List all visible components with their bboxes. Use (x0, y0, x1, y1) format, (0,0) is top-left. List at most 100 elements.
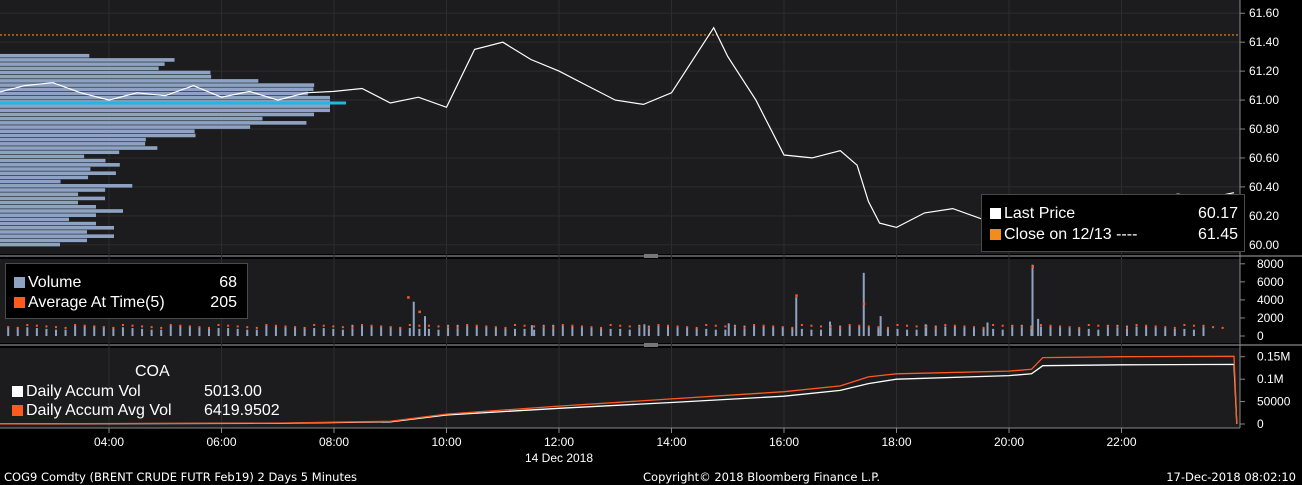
time-tick-label: 20:00 (994, 435, 1024, 449)
volume-bar (695, 328, 698, 336)
average-dot (294, 326, 297, 329)
accum-vol-line[interactable] (0, 363, 1238, 425)
average-dot (265, 323, 268, 326)
average-dot (389, 326, 392, 329)
average-dot (494, 326, 497, 329)
volume-bar (1145, 326, 1148, 336)
divider-grip-1[interactable] (644, 254, 658, 258)
volume-bar (198, 326, 201, 336)
volume-bar (877, 328, 880, 336)
average-dot (418, 310, 421, 314)
volume-bar (1030, 325, 1033, 336)
volume-bar (800, 328, 803, 336)
volume-bar (188, 325, 191, 336)
time-tick-label: 12:00 (544, 435, 574, 449)
volume-profile-bar (0, 188, 106, 192)
average-dot (121, 323, 124, 326)
volume-profile-bar (0, 179, 61, 184)
accum-legend[interactable]: COA Daily Accum Vol 5013.00 Daily Accum … (8, 363, 308, 423)
volume-profile-bar (0, 137, 146, 142)
volume-profile-bar (0, 62, 165, 66)
volume-bar (1126, 325, 1128, 336)
price-tick-label: 61.40 (1249, 35, 1279, 49)
average-dot (628, 325, 631, 328)
average-dot (667, 324, 669, 327)
average-dot (408, 323, 411, 326)
volume-bar (227, 328, 230, 336)
average-dot (772, 325, 775, 328)
volume-bar (399, 327, 402, 336)
volume-profile-bar (0, 142, 146, 146)
volume-profile-bar (0, 91, 308, 96)
volume-bar (447, 324, 450, 336)
average-dot (733, 326, 736, 329)
date-label: 14 Dec 2018 (525, 451, 593, 465)
legend-accum-avg: Daily Accum Avg Vol (12, 402, 172, 420)
volume-bar (351, 324, 354, 336)
time-tick-label: 06:00 (206, 435, 236, 449)
time-tick-label: 08:00 (319, 435, 349, 449)
volume-profile-bar (0, 53, 90, 58)
volume-bar (45, 328, 48, 336)
volume-bar (332, 328, 335, 336)
volume-bar (600, 328, 603, 336)
volume-bar (533, 329, 536, 336)
volume-bar (992, 328, 995, 336)
volume-profile-bar (0, 217, 70, 222)
volume-bar (1078, 328, 1081, 336)
volume-profile-bar (0, 213, 97, 217)
volume-spike-bar (879, 316, 882, 336)
average-dot (514, 323, 516, 326)
average-dot (800, 323, 803, 326)
price-tick-label: 60.20 (1249, 209, 1279, 223)
volume-spike-bar (1031, 264, 1034, 336)
volume-bar (781, 327, 784, 336)
volume-profile-bar (0, 66, 159, 71)
price-legend[interactable]: Last Price 60.17 Close on 12/13 ---- 61.… (981, 194, 1245, 252)
volume-profile-bar (0, 204, 97, 209)
average-dot (198, 326, 201, 329)
volume-bar (26, 327, 29, 336)
average-dot (862, 302, 866, 306)
divider-grip-2[interactable] (644, 343, 658, 347)
volume-spike-bar (924, 324, 927, 336)
volume-profile-bar (0, 154, 85, 159)
volume-legend[interactable]: Volume 68 Average At Time(5) 205 (5, 263, 248, 319)
volume-bar (542, 324, 545, 336)
accum-avg-line[interactable] (0, 355, 1238, 425)
volume-bar (504, 328, 507, 336)
average-dot (600, 326, 603, 329)
volume-bar (341, 329, 344, 336)
average-dot (1031, 265, 1034, 269)
volume-swatch (14, 277, 25, 288)
volume-bar (810, 329, 813, 336)
average-dot (1212, 326, 1215, 329)
average-dot (1011, 325, 1014, 328)
average-dot (45, 325, 48, 328)
last-price-label: Last Price (1004, 205, 1076, 222)
volume-bar (208, 327, 210, 336)
close-value: 61.45 (1197, 226, 1238, 243)
volume-profile-bar (0, 238, 87, 243)
average-dot (906, 324, 909, 327)
volume-profile-bar (0, 104, 330, 108)
volume-bar (647, 325, 650, 336)
volume-bar (1135, 326, 1138, 336)
volume-bar (274, 325, 277, 336)
volume-bar (686, 327, 689, 336)
volume-profile-bar (0, 196, 106, 201)
average-dot (504, 326, 507, 329)
average-dot (571, 324, 574, 327)
volume-bar (1001, 329, 1004, 336)
volume-bar (16, 327, 19, 336)
volume-bar (1116, 324, 1119, 336)
volume-bar (408, 328, 411, 336)
volume-bar (1164, 328, 1167, 336)
volume-spike-bar (795, 297, 798, 336)
average-dot (877, 326, 880, 329)
volume-profile-bar (0, 175, 89, 180)
average-dot (753, 323, 756, 326)
average-dot (1202, 325, 1205, 328)
accum-vol-swatch (12, 386, 23, 397)
average-dot (657, 323, 660, 326)
